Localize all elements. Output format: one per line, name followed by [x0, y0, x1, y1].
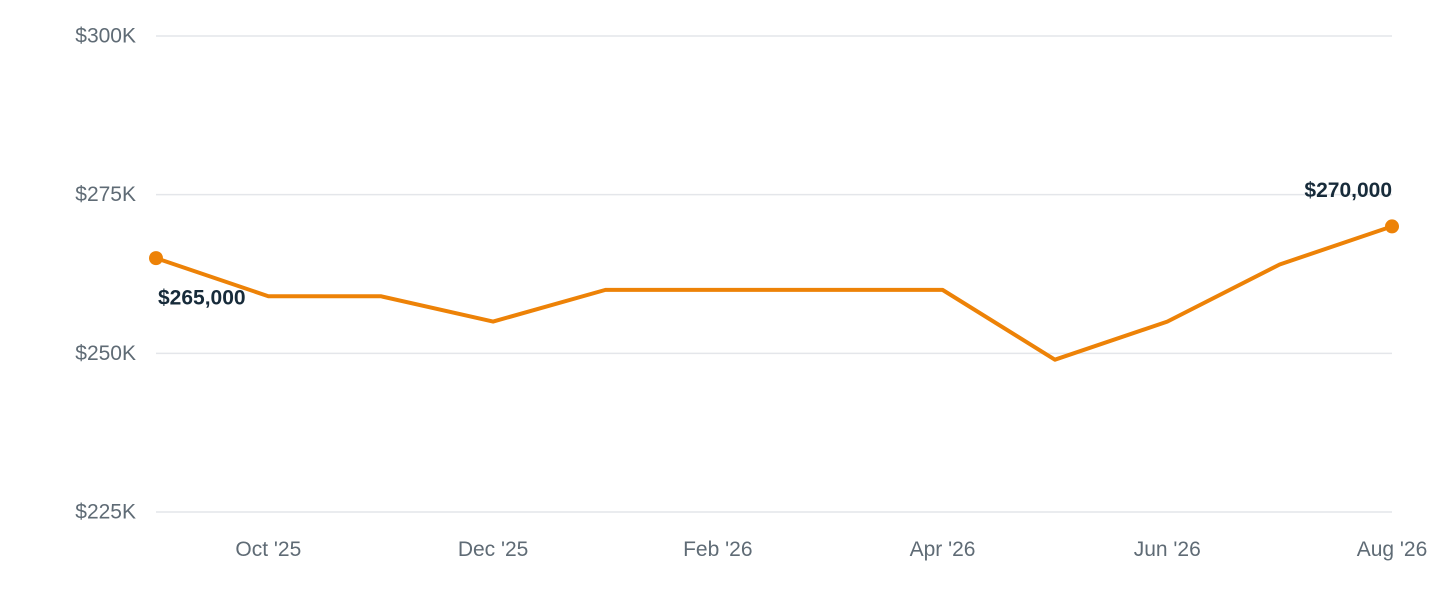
x-tick-label: Aug '26 [1357, 538, 1428, 561]
end-point-marker [1385, 219, 1399, 234]
y-tick-label: $275K [75, 183, 136, 206]
x-tick-label: Dec '25 [458, 538, 529, 561]
start-point-marker [149, 251, 163, 266]
series-line [154, 224, 1394, 362]
gridlines [156, 35, 1392, 513]
x-tick-label: Feb '26 [683, 538, 752, 561]
end-value-label: $270,000 [1304, 179, 1392, 202]
x-axis: Oct '25 Dec '25 Feb '26 Apr '26 Jun '26 Aug '… [235, 538, 1427, 561]
y-tick-label: $250K [75, 342, 136, 365]
x-tick-label: Oct '25 [235, 538, 301, 561]
x-tick-label: Jun '26 [1134, 538, 1201, 561]
x-tick-label: Apr '26 [910, 538, 976, 561]
y-tick-label: $225K [75, 501, 136, 524]
data-labels: $265,000 $270,000 [158, 179, 1392, 310]
y-tick-label: $300K [75, 25, 136, 48]
series-layer [149, 219, 1399, 362]
y-axis: $225K $250K $275K $300K [75, 25, 136, 524]
start-value-label: $265,000 [158, 287, 246, 310]
